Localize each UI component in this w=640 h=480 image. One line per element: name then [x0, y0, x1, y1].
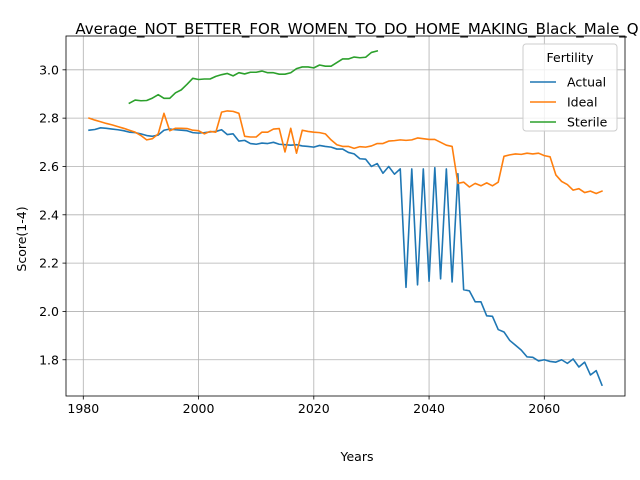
legend: Fertility Actual Ideal Sterile: [522, 43, 618, 132]
legend-items: Actual Ideal Sterile: [530, 75, 608, 130]
y-tick-label: 3.0: [39, 62, 59, 77]
x-tick-label: 2000: [183, 401, 215, 416]
series-line-actual: [88, 127, 603, 387]
y-tick-label: 2.8: [39, 111, 59, 126]
y-tick-label: 1.8: [39, 352, 59, 367]
x-tick-label: 2040: [413, 401, 445, 416]
series-line-ideal: [88, 110, 603, 195]
series-line-sterile: [128, 50, 379, 105]
x-tick-label: 1980: [67, 401, 99, 416]
x-axis-title: Years: [340, 449, 374, 464]
y-tick-label: 2.0: [39, 304, 59, 319]
y-axis-title: Score(1-4): [14, 206, 29, 271]
y-tick-label: 2.4: [39, 207, 59, 222]
chart-title: Average_NOT_BETTER_FOR_WOMEN_TO_DO_HOME_…: [75, 20, 638, 39]
legend-label: Sterile: [567, 115, 608, 130]
legend-item-ideal: Ideal: [530, 95, 597, 110]
axis-ticks: 1980 2000 2020 2040 2060 1.8 2.0 2.2 2.4 2.6 2.8 3.…: [39, 62, 560, 416]
x-tick-label: 2020: [298, 401, 330, 416]
legend-item-sterile: Sterile: [530, 115, 608, 130]
legend-label: Ideal: [567, 95, 597, 110]
y-tick-label: 2.6: [39, 159, 59, 174]
legend-box: [522, 43, 618, 132]
y-tick-label: 2.2: [39, 256, 59, 271]
legend-label: Actual: [567, 75, 606, 90]
series-lines: [88, 50, 603, 387]
legend-title: Fertility: [547, 50, 595, 65]
legend-item-actual: Actual: [530, 75, 606, 90]
x-tick-label: 2060: [528, 401, 560, 416]
plot-frame: [65, 35, 626, 397]
